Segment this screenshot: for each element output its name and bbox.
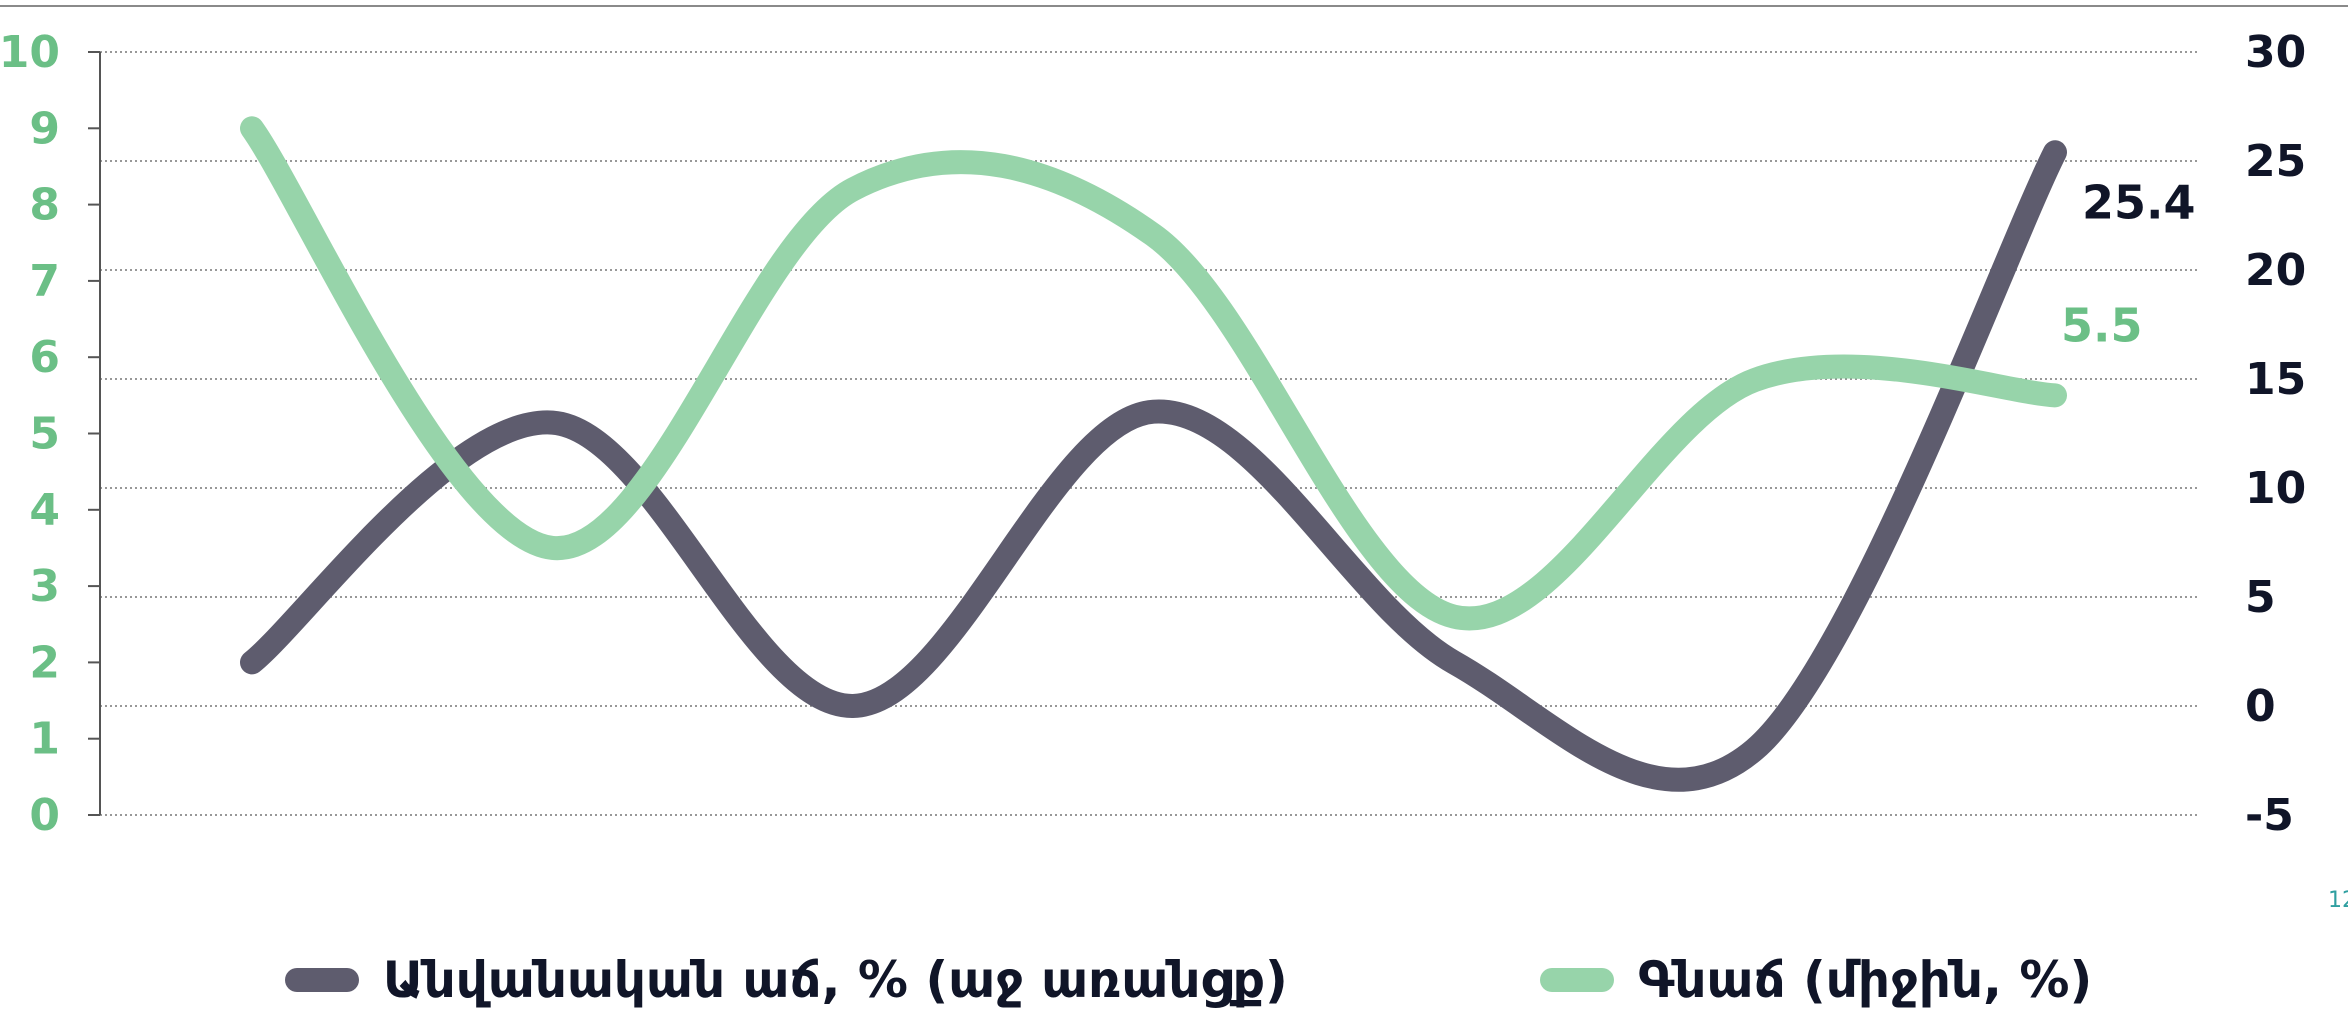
right-tick-label: 20	[2245, 245, 2306, 296]
left-tick-label: 6	[29, 332, 60, 383]
page-number: 12	[2328, 888, 2348, 913]
left-tick-label: 1	[29, 714, 60, 765]
series-line-2	[240, 116, 2067, 631]
legend-label-2: Գնաճ (միջին, %)	[1638, 951, 2092, 1009]
left-tick-label: 10	[0, 27, 60, 78]
left-tick-label: 0	[29, 790, 60, 841]
right-tick-label: 5	[2245, 572, 2276, 623]
left-tick-label: 9	[29, 103, 60, 154]
left-tick-label: 3	[29, 561, 60, 612]
end-value-label-1: 25.4	[2082, 175, 2196, 229]
series-line-1	[240, 140, 2067, 792]
left-tick-label: 8	[29, 180, 60, 231]
end-labels: 25.4 5.5	[2061, 175, 2196, 352]
left-tick-label: 4	[29, 485, 60, 536]
end-value-label-2: 5.5	[2061, 298, 2143, 352]
right-tick-label: 0	[2245, 681, 2276, 732]
left-tick-label: 5	[29, 409, 60, 460]
series-lines	[240, 116, 2067, 792]
grid	[100, 51, 2200, 816]
right-tick-label: 15	[2245, 354, 2306, 405]
right-tick-label: 25	[2245, 136, 2306, 187]
right-tick-label: 10	[2245, 463, 2306, 514]
right-tick-label: 30	[2245, 27, 2306, 78]
left-axis: 0 1 2 3 4 5 6 7 8 9 10	[0, 27, 101, 841]
legend: Անվանական աճ, % (աջ առանցք) Գնաճ (միջին, …	[285, 951, 2092, 1009]
legend-label-1: Անվանական աճ, % (աջ առանցք)	[383, 951, 1288, 1009]
right-tick-label: -5	[2245, 790, 2294, 841]
right-axis: -5 0 5 10 15 20 25 30	[2245, 27, 2306, 841]
left-tick-label: 2	[29, 637, 60, 688]
left-tick-label: 7	[29, 256, 60, 307]
